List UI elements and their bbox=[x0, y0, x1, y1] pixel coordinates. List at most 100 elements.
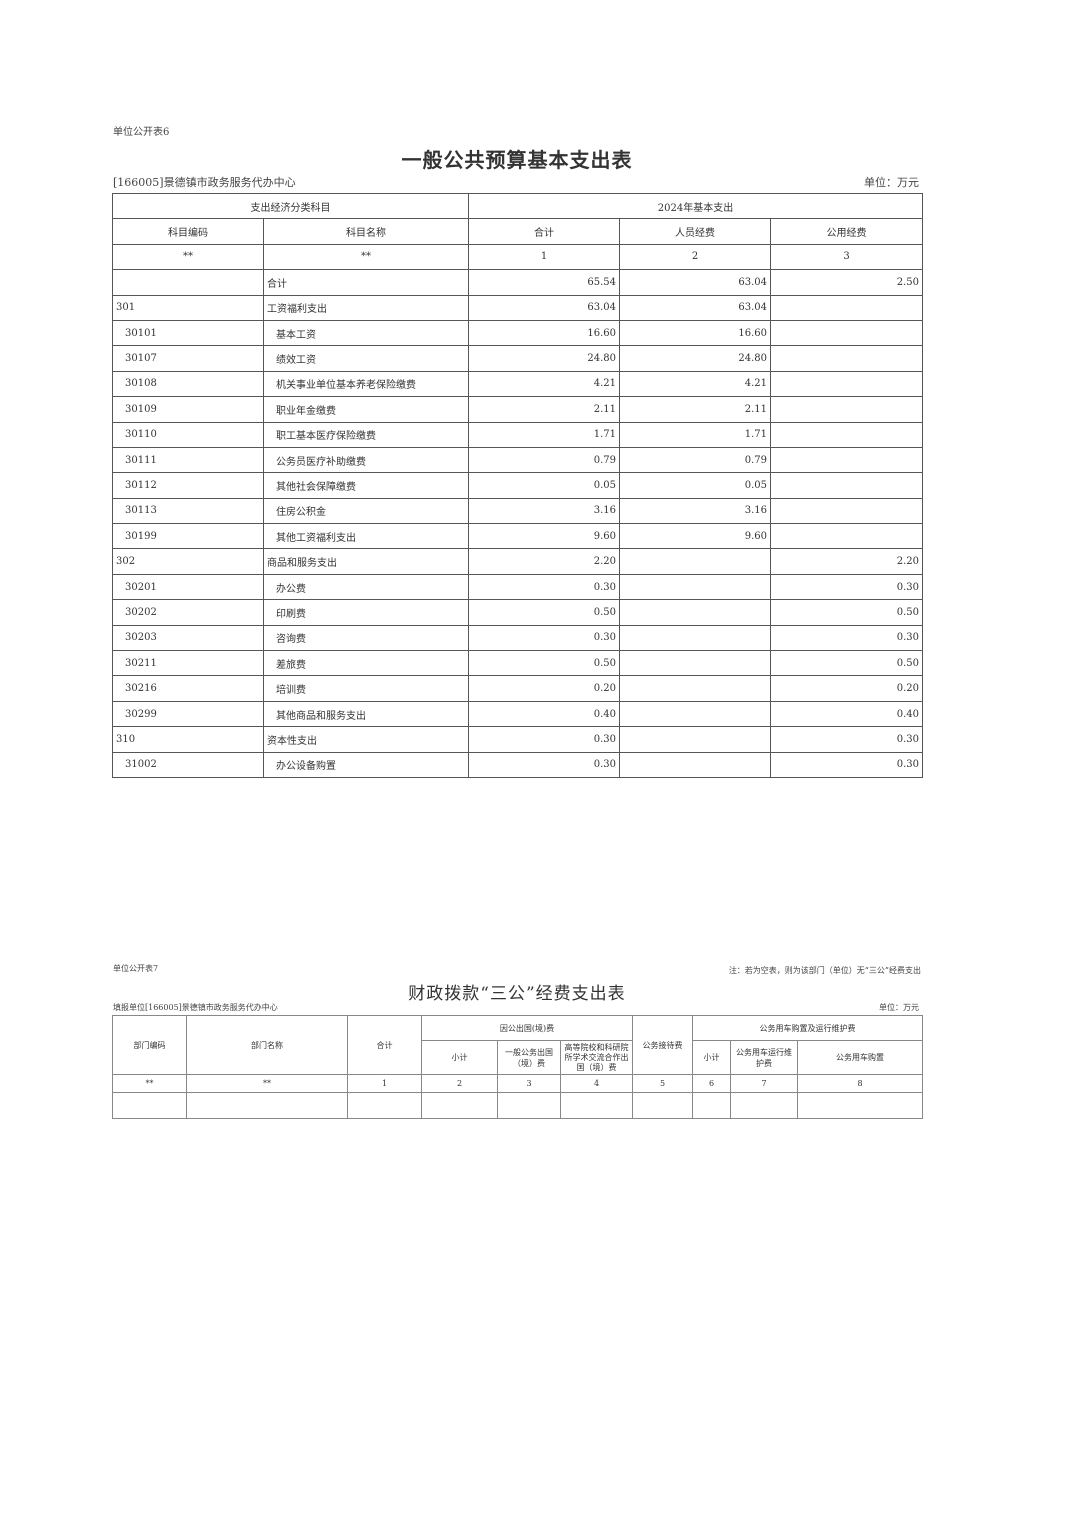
empty-cell bbox=[497, 1092, 561, 1119]
table-row: 30299 其他商品和服务支出 0.40 0.40 bbox=[112, 700, 923, 728]
name-cell: 差旅费 bbox=[263, 650, 469, 677]
empty-cell bbox=[186, 1092, 348, 1119]
column-header-row: 科目编码 科目名称 合计 人员经费 公用经费 bbox=[112, 218, 923, 245]
name-cell: 绩效工资 bbox=[263, 345, 469, 372]
code-cell: 30201 bbox=[112, 573, 264, 601]
total-cell: 4.21 bbox=[468, 370, 620, 398]
personnel-cell bbox=[619, 726, 771, 753]
name-cell: 公务员医疗补助缴费 bbox=[263, 446, 469, 474]
public-cell bbox=[770, 421, 923, 448]
table-label: 单位公开表7 bbox=[113, 964, 159, 973]
public-cell bbox=[770, 497, 923, 525]
public-cell bbox=[770, 472, 923, 499]
empty-cell bbox=[347, 1092, 422, 1119]
personnel-cell: 2.11 bbox=[619, 396, 771, 423]
unit-org: 填报单位[166005]景德镇市政务服务代办中心 bbox=[113, 1003, 278, 1012]
index-cell: 3 bbox=[497, 1074, 561, 1093]
public-cell: 0.30 bbox=[770, 624, 923, 652]
note: 注：若为空表，则为该部门（单位）无“三公”经费支出 bbox=[728, 966, 921, 975]
code-cell: 30216 bbox=[112, 675, 264, 702]
personnel-cell bbox=[619, 624, 771, 652]
column-header: 公务用车运行维护费 bbox=[730, 1040, 799, 1075]
name-cell: 办公费 bbox=[263, 573, 469, 601]
public-cell: 0.50 bbox=[770, 650, 923, 677]
table-row: 31002 办公设备购置 0.30 0.30 bbox=[112, 751, 923, 778]
personnel-cell: 24.80 bbox=[619, 345, 771, 372]
public-cell: 2.50 bbox=[770, 269, 923, 296]
table-row: 30113 住房公积金 3.16 3.16 bbox=[112, 497, 923, 525]
code-cell: 30203 bbox=[112, 624, 264, 652]
public-cell bbox=[770, 345, 923, 372]
personnel-cell: 1.71 bbox=[619, 421, 771, 448]
index-cell: 1 bbox=[347, 1074, 422, 1093]
table-row: 30211 差旅费 0.50 0.50 bbox=[112, 650, 923, 677]
personnel-cell: 0.79 bbox=[619, 446, 771, 474]
code-cell: 30299 bbox=[112, 700, 264, 728]
index-cell: 6 bbox=[692, 1074, 732, 1093]
total-cell: 3.16 bbox=[468, 497, 620, 525]
personnel-cell bbox=[619, 599, 771, 626]
public-cell bbox=[770, 523, 923, 550]
empty-cell bbox=[559, 1092, 634, 1119]
empty-cell bbox=[112, 1092, 187, 1119]
three-public-expenses-table: 部门编码 部门名称 合计 因公出国(境)费 公务接待费 公务用车购置及运行维护费… bbox=[112, 1015, 924, 1119]
code-cell: 31002 bbox=[112, 751, 264, 778]
table-row: 30101 基本工资 16.60 16.60 bbox=[112, 319, 923, 347]
basic-expenditure-table: 支出经济分类科目 2024年基本支出 科目编码 科目名称 合计 人员经费 公用经… bbox=[112, 192, 923, 778]
empty-row bbox=[112, 1092, 924, 1119]
index-row: ** ** 1 2 3 4 5 6 7 8 bbox=[112, 1074, 924, 1093]
column-header: 高等院校和科研院所学术交流合作出国（境）费 bbox=[559, 1040, 634, 1075]
index-cell: ** bbox=[263, 243, 469, 271]
code-cell: 30202 bbox=[112, 599, 264, 626]
column-header: 部门名称 bbox=[186, 1015, 348, 1075]
public-cell: 0.30 bbox=[770, 573, 923, 601]
public-cell: 0.30 bbox=[770, 726, 923, 753]
column-header: 因公出国(境)费 bbox=[420, 1015, 634, 1041]
page-title: 一般公共预算基本支出表 bbox=[401, 148, 633, 172]
unit-label: 单位：万元 bbox=[864, 176, 919, 189]
column-header: 小计 bbox=[692, 1040, 732, 1075]
table-row: 310 资本性支出 0.30 0.30 bbox=[112, 726, 923, 753]
index-cell: ** bbox=[112, 1074, 187, 1093]
code-cell: 30110 bbox=[112, 421, 264, 448]
total-cell: 0.30 bbox=[468, 751, 620, 778]
name-cell: 机关事业单位基本养老保险缴费 bbox=[263, 370, 469, 398]
public-cell: 2.20 bbox=[770, 548, 923, 575]
name-cell: 印刷费 bbox=[263, 599, 469, 626]
column-header: 公务接待费 bbox=[632, 1015, 694, 1075]
empty-cell bbox=[797, 1092, 924, 1119]
total-cell: 0.20 bbox=[468, 675, 620, 702]
name-cell: 合计 bbox=[263, 269, 469, 296]
empty-cell bbox=[692, 1092, 732, 1119]
table-row: 30199 其他工资福利支出 9.60 9.60 bbox=[112, 523, 923, 550]
index-row: ** ** 1 2 3 bbox=[112, 243, 923, 271]
index-cell: 2 bbox=[421, 1074, 498, 1093]
code-cell: 30111 bbox=[112, 446, 264, 474]
table-row: 合计 65.54 63.04 2.50 bbox=[112, 269, 923, 296]
table-label: 单位公开表6 bbox=[113, 127, 170, 138]
personnel-cell bbox=[619, 751, 771, 778]
table-row: 30107 绩效工资 24.80 24.80 bbox=[112, 345, 923, 372]
column-header: 合计 bbox=[468, 218, 620, 245]
total-cell: 24.80 bbox=[468, 345, 620, 372]
name-cell: 商品和服务支出 bbox=[263, 548, 469, 575]
index-cell: 3 bbox=[770, 243, 923, 271]
total-cell: 63.04 bbox=[468, 294, 620, 321]
column-header: 公务用车购置及运行维护费 bbox=[692, 1015, 924, 1041]
name-cell: 工资福利支出 bbox=[263, 294, 469, 321]
code-cell: 30113 bbox=[112, 497, 264, 525]
total-cell: 16.60 bbox=[468, 319, 620, 347]
personnel-cell bbox=[619, 548, 771, 575]
index-cell: 2 bbox=[619, 243, 771, 271]
total-cell: 0.79 bbox=[468, 446, 620, 474]
empty-cell bbox=[730, 1092, 799, 1119]
code-cell: 30199 bbox=[112, 523, 264, 550]
code-cell: 310 bbox=[112, 726, 264, 753]
total-cell: 0.30 bbox=[468, 624, 620, 652]
index-cell: 8 bbox=[797, 1074, 924, 1093]
empty-cell bbox=[632, 1092, 694, 1119]
column-header: 部门编码 bbox=[112, 1015, 187, 1075]
name-cell: 职工基本医疗保险缴费 bbox=[263, 421, 469, 448]
group-header: 支出经济分类科目 bbox=[112, 192, 469, 220]
public-cell bbox=[770, 370, 923, 398]
